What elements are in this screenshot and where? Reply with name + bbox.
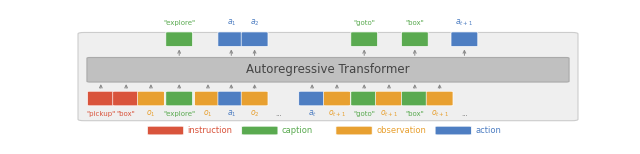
FancyBboxPatch shape xyxy=(324,91,350,106)
FancyBboxPatch shape xyxy=(166,91,193,106)
FancyBboxPatch shape xyxy=(78,32,578,121)
FancyBboxPatch shape xyxy=(166,32,193,47)
Text: instruction: instruction xyxy=(188,126,232,135)
Text: $o_{1}$: $o_{1}$ xyxy=(146,109,156,119)
Text: observation: observation xyxy=(376,126,426,135)
Text: $a_{2}$: $a_{2}$ xyxy=(250,17,259,28)
Text: $a_{1}$: $a_{1}$ xyxy=(227,17,236,28)
Text: "goto": "goto" xyxy=(353,111,375,117)
FancyBboxPatch shape xyxy=(376,91,403,106)
Text: "explore": "explore" xyxy=(163,111,195,117)
Text: ...: ... xyxy=(275,111,282,117)
FancyBboxPatch shape xyxy=(426,91,453,106)
FancyBboxPatch shape xyxy=(299,91,326,106)
Text: $o_{t+1}$: $o_{t+1}$ xyxy=(431,109,449,119)
FancyBboxPatch shape xyxy=(241,32,268,47)
FancyBboxPatch shape xyxy=(242,126,278,135)
FancyBboxPatch shape xyxy=(218,32,244,47)
FancyBboxPatch shape xyxy=(218,91,244,106)
Text: $a_{t+1}$: $a_{t+1}$ xyxy=(455,17,474,28)
FancyBboxPatch shape xyxy=(336,126,372,135)
Text: action: action xyxy=(476,126,501,135)
Text: "box": "box" xyxy=(116,111,136,117)
Text: ...: ... xyxy=(461,111,468,117)
Text: $o_{t+1}$: $o_{t+1}$ xyxy=(328,109,346,119)
Text: $a_{t}$: $a_{t}$ xyxy=(308,109,317,119)
FancyBboxPatch shape xyxy=(147,126,184,135)
FancyBboxPatch shape xyxy=(195,91,221,106)
Text: $o_{t+1}$: $o_{t+1}$ xyxy=(380,109,398,119)
Text: $a_{1}$: $a_{1}$ xyxy=(227,109,236,119)
Text: "box": "box" xyxy=(405,20,424,26)
Text: Autoregressive Transformer: Autoregressive Transformer xyxy=(246,63,410,76)
FancyBboxPatch shape xyxy=(351,91,378,106)
Text: "box": "box" xyxy=(405,111,424,117)
Text: "goto": "goto" xyxy=(353,20,375,26)
Text: $o_{1}$: $o_{1}$ xyxy=(203,109,212,119)
FancyBboxPatch shape xyxy=(88,91,114,106)
FancyBboxPatch shape xyxy=(241,91,268,106)
FancyBboxPatch shape xyxy=(87,57,569,82)
FancyBboxPatch shape xyxy=(435,126,471,135)
FancyBboxPatch shape xyxy=(351,32,378,47)
FancyBboxPatch shape xyxy=(113,91,140,106)
Text: "pickup": "pickup" xyxy=(86,111,115,117)
Text: $o_{2}$: $o_{2}$ xyxy=(250,109,259,119)
FancyBboxPatch shape xyxy=(138,91,164,106)
FancyBboxPatch shape xyxy=(451,32,478,47)
FancyBboxPatch shape xyxy=(401,91,428,106)
FancyBboxPatch shape xyxy=(401,32,428,47)
Text: caption: caption xyxy=(282,126,313,135)
Text: "explore": "explore" xyxy=(163,20,195,26)
